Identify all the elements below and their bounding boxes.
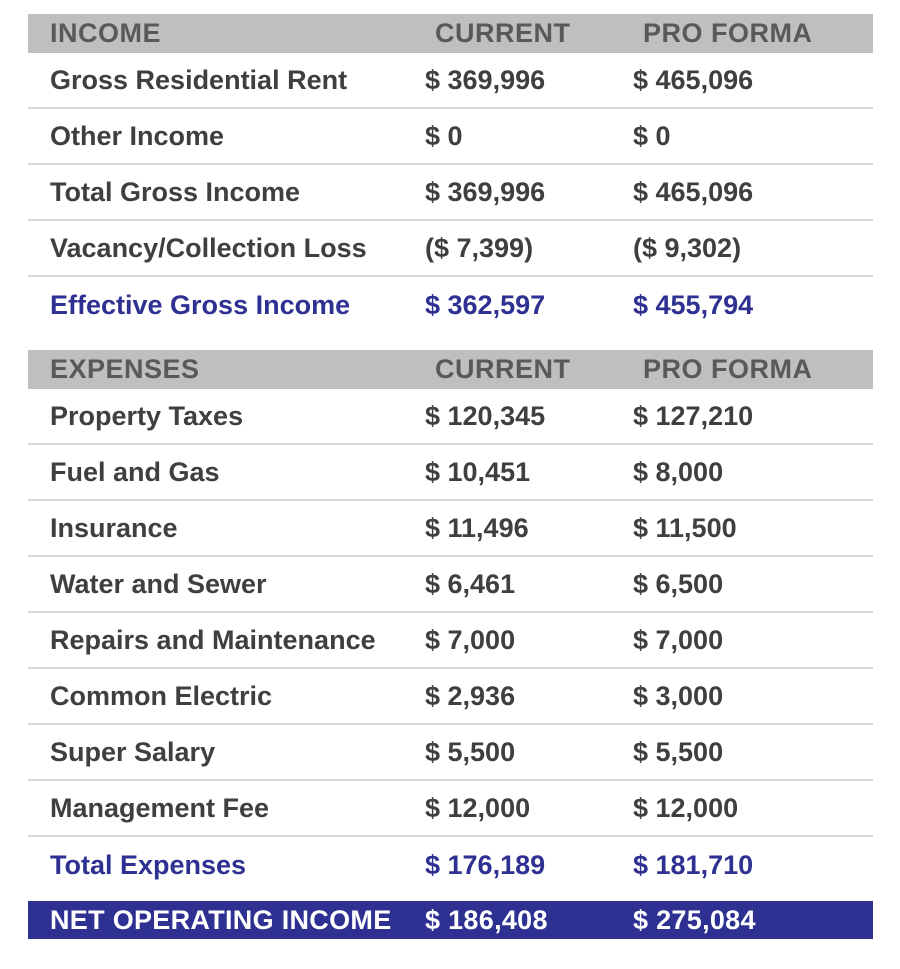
row-current-value: $ 176,189 [425, 849, 546, 880]
table-row: Vacancy/Collection Loss ($ 7,399) ($ 9,302… [28, 221, 873, 277]
row-label: Common Electric [50, 680, 273, 711]
row-label: Gross Residential Rent [50, 64, 348, 95]
row-label: Effective Gross Income [50, 289, 351, 320]
row-label: Property Taxes [50, 400, 244, 431]
row-label: Vacancy/Collection Loss [50, 232, 367, 263]
row-current-value: $ 2,936 [425, 680, 516, 711]
row-current-value: $ 7,000 [425, 624, 516, 655]
table-row: Insurance $ 11,496 $ 11,500 [28, 501, 873, 557]
row-proforma-value: $ 3,000 [633, 680, 724, 711]
row-label: Water and Sewer [50, 568, 267, 599]
table-row: Common Electric $ 2,936 $ 3,000 [28, 669, 873, 725]
row-current-value: $ 6,461 [425, 568, 516, 599]
row-label: Total Gross Income [50, 176, 301, 207]
row-current-value: $ 369,996 [425, 64, 546, 95]
row-proforma-value: $ 8,000 [633, 456, 724, 487]
income-rows: Gross Residential Rent $ 369,996 $ 465,096… [28, 53, 873, 333]
expenses-section: EXPENSES CURRENT PRO FORMA Property Taxe… [28, 350, 873, 893]
expenses-header-current: CURRENT [435, 354, 571, 384]
row-current-value: $ 11,496 [425, 512, 529, 543]
row-current-value: $ 369,996 [425, 176, 546, 207]
row-proforma-value: $ 465,096 [633, 176, 754, 207]
row-label: Insurance [50, 512, 178, 543]
expenses-header-title: EXPENSES [50, 354, 200, 384]
table-row: Total Expenses $ 176,189 $ 181,710 [28, 837, 873, 893]
row-label: Other Income [50, 120, 225, 151]
row-proforma-value: $ 6,500 [633, 568, 724, 599]
expenses-header-row: EXPENSES CURRENT PRO FORMA [28, 350, 873, 389]
row-proforma-value: $ 11,500 [633, 512, 737, 543]
expenses-rows: Property Taxes $ 120,345 $ 127,210 Fuel and… [28, 389, 873, 893]
noi-current-value: $ 186,408 [425, 904, 548, 935]
pro-forma-statement: INCOME CURRENT PRO FORMA Gross Residenti… [28, 14, 873, 939]
table-row: Water and Sewer $ 6,461 $ 6,500 [28, 557, 873, 613]
row-proforma-value: $ 181,710 [633, 849, 754, 880]
row-label: Super Salary [50, 736, 216, 767]
table-row: Other Income $ 0 $ 0 [28, 109, 873, 165]
income-header-proforma: PRO FORMA [643, 18, 813, 48]
income-header-title: INCOME [50, 18, 161, 48]
noi-proforma-value: $ 275,084 [633, 904, 756, 935]
table-row: Super Salary $ 5,500 $ 5,500 [28, 725, 873, 781]
row-current-value: ($ 7,399) [425, 232, 534, 263]
row-proforma-value: $ 5,500 [633, 736, 724, 767]
net-operating-income-row: NET OPERATING INCOME $ 186,408 $ 275,084 [28, 901, 873, 939]
noi-label: NET OPERATING INCOME [50, 904, 392, 935]
row-proforma-value: $ 127,210 [633, 400, 754, 431]
row-proforma-value: ($ 9,302) [633, 232, 742, 263]
row-label: Management Fee [50, 792, 270, 823]
table-row: Property Taxes $ 120,345 $ 127,210 [28, 389, 873, 445]
row-current-value: $ 362,597 [425, 289, 546, 320]
table-row: Management Fee $ 12,000 $ 12,000 [28, 781, 873, 837]
row-current-value: $ 5,500 [425, 736, 516, 767]
income-header-current: CURRENT [435, 18, 571, 48]
row-label: Repairs and Maintenance [50, 624, 376, 655]
table-row: Total Gross Income $ 369,996 $ 465,096 [28, 165, 873, 221]
row-label: Fuel and Gas [50, 456, 220, 487]
income-section: INCOME CURRENT PRO FORMA Gross Residenti… [28, 14, 873, 333]
table-row: Effective Gross Income $ 362,597 $ 455,794 [28, 277, 873, 333]
row-current-value: $ 12,000 [425, 792, 531, 823]
row-current-value: $ 10,451 [425, 456, 531, 487]
table-row: Fuel and Gas $ 10,451 $ 8,000 [28, 445, 873, 501]
income-header-row: INCOME CURRENT PRO FORMA [28, 14, 873, 53]
table-row: Repairs and Maintenance $ 7,000 $ 7,000 [28, 613, 873, 669]
row-proforma-value: $ 455,794 [633, 289, 754, 320]
row-proforma-value: $ 0 [633, 120, 671, 151]
row-current-value: $ 0 [425, 120, 463, 151]
row-proforma-value: $ 7,000 [633, 624, 724, 655]
row-proforma-value: $ 12,000 [633, 792, 739, 823]
row-label: Total Expenses [50, 849, 247, 880]
expenses-header-proforma: PRO FORMA [643, 354, 813, 384]
row-current-value: $ 120,345 [425, 400, 546, 431]
row-proforma-value: $ 465,096 [633, 64, 754, 95]
table-row: Gross Residential Rent $ 369,996 $ 465,096 [28, 53, 873, 109]
